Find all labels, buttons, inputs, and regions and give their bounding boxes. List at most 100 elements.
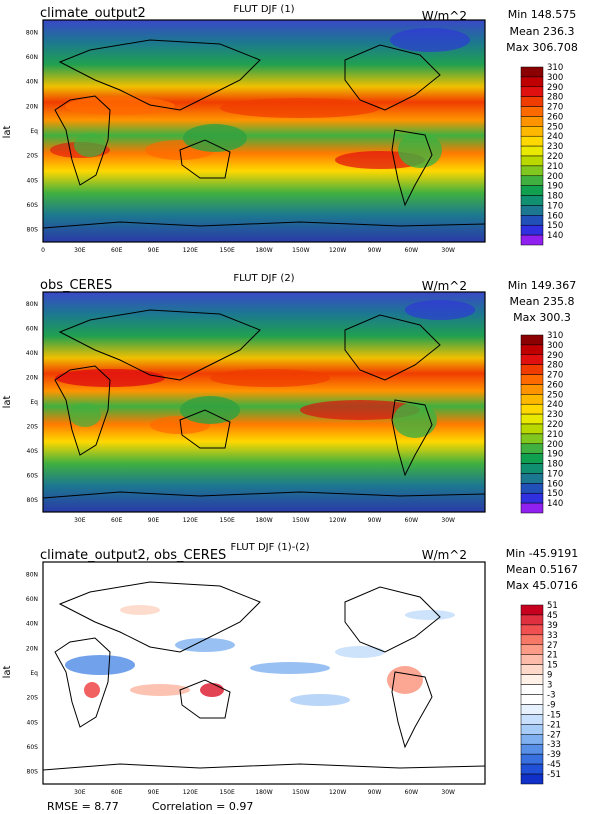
ytick-label: 60N: [26, 326, 38, 333]
colorbar-label: 160: [547, 211, 563, 221]
xtick-label: 90E: [148, 247, 160, 254]
xtick-label: 60W: [405, 517, 419, 524]
colorbar-label: 280: [547, 93, 563, 103]
xtick-label: 150E: [220, 247, 235, 254]
colorbar-swatch: [520, 344, 544, 356]
panel-2-case-label: obs_CERES: [40, 278, 112, 293]
panel-2-colorbar: 3103002902802702602502402302202102001901…: [520, 331, 563, 514]
panel-1-stat-min: Min 148.575: [508, 8, 577, 21]
panel-3-stat-max: Max 45.0716: [506, 579, 578, 592]
colorbar-swatch: [520, 704, 544, 715]
xtick-label: 120E: [183, 247, 198, 254]
colorbar-label: 15: [547, 661, 558, 671]
panel-2-stat-max: Max 300.3: [513, 311, 571, 324]
xtick-label: 30W: [441, 247, 455, 254]
ytick-label: 60N: [26, 596, 38, 603]
panel-1-ylabel: lat: [2, 126, 13, 139]
panel-2-title: FLUT DJF (2): [233, 273, 294, 284]
colorbar-label: 310: [547, 63, 563, 73]
colorbar-swatch: [520, 604, 544, 616]
panel-1-colorbar: 3103002902802702602502402302202102001901…: [520, 63, 563, 246]
colorbar-label: 220: [547, 152, 563, 162]
colorbar-swatch: [520, 403, 544, 415]
colorbar-swatch: [520, 205, 544, 216]
colorbar-label: 290: [547, 351, 563, 361]
colorbar-swatch: [520, 195, 544, 206]
xtick-label: 180W: [255, 247, 272, 254]
xtick-label: 150E: [220, 789, 235, 796]
xtick-label: 90W: [368, 247, 382, 254]
panel-2: obs_CERES FLUT DJF (2) W/m^2 Min 149.367…: [2, 273, 576, 524]
colorbar-swatch: [520, 734, 544, 745]
colorbar-label: 39: [547, 621, 558, 631]
colorbar-label: -27: [547, 730, 561, 740]
colorbar-swatch: [520, 694, 544, 705]
colorbar-label: 21: [547, 651, 558, 661]
xtick-label: 30W: [441, 789, 455, 796]
ytick-label: 40N: [26, 621, 38, 628]
xtick-label: 60W: [405, 247, 419, 254]
colorbar-label: 220: [547, 420, 563, 430]
xtick-label: 30E: [74, 517, 86, 524]
xtick-label: 120W: [329, 247, 346, 254]
colorbar-label: 270: [547, 371, 563, 381]
panel-1-yticks: 80N 60N 40N 20N Eq 20S 40S 60S 80S: [26, 29, 38, 233]
xtick-label: 120E: [183, 517, 198, 524]
colorbar-swatch: [520, 86, 544, 97]
ytick-label: 20S: [27, 153, 39, 160]
ytick-label: 80S: [27, 769, 39, 776]
xtick-label: 120W: [329, 789, 346, 796]
colorbar-swatch: [520, 116, 544, 127]
colorbar-swatch: [520, 334, 544, 346]
panel-3-coastlines: [43, 581, 485, 771]
panel-1-stat-max: Max 306.708: [506, 41, 578, 54]
colorbar-swatch: [520, 126, 544, 137]
colorbar-swatch: [520, 684, 544, 695]
panel-3-field: [43, 562, 485, 784]
colorbar-label: 27: [547, 641, 558, 651]
colorbar-label: 300: [547, 73, 563, 83]
colorbar-swatch: [520, 135, 544, 147]
colorbar-label: -21: [547, 720, 561, 730]
panel-3-ylabel: lat: [2, 666, 13, 679]
xtick-label: 90W: [368, 789, 382, 796]
colorbar-swatch: [520, 374, 544, 385]
colorbar-label: 290: [547, 83, 563, 93]
colorbar-swatch: [520, 215, 544, 226]
colorbar-swatch: [520, 384, 544, 395]
ytick-label: 60N: [26, 54, 38, 61]
panel-3: climate_output2, obs_CERES FLUT DJF (1)-…: [2, 542, 578, 813]
panel-3-yticks: 80N 60N 40N 20N Eq 20S 40S 60S 80S: [26, 571, 38, 775]
colorbar-label: 240: [547, 132, 563, 142]
colorbar-swatch: [520, 664, 544, 675]
ytick-label: Eq: [30, 399, 38, 406]
colorbar-label: 200: [547, 172, 563, 182]
xtick-label: 90E: [148, 517, 160, 524]
colorbar-swatch: [520, 654, 544, 665]
xtick-label: 120E: [183, 789, 198, 796]
colorbar-swatch: [520, 443, 544, 454]
colorbar-swatch: [520, 423, 544, 435]
colorbar-label: -51: [547, 770, 561, 780]
colorbar-label: 33: [547, 631, 558, 641]
panel-1-case-label: climate_output2: [40, 6, 146, 21]
xtick-label: 60W: [405, 789, 419, 796]
colorbar-swatch: [520, 473, 544, 484]
colorbar-label: 170: [547, 201, 563, 211]
colorbar-swatch: [520, 354, 544, 365]
colorbar-swatch: [520, 502, 544, 514]
colorbar-swatch: [520, 492, 544, 504]
colorbar-swatch: [520, 413, 544, 425]
panel-1: climate_output2 FLUT DJF (1) W/m^2 Min 1…: [2, 4, 578, 254]
colorbar-swatch: [520, 76, 544, 88]
correlation-label: Correlation = 0.97: [152, 800, 253, 813]
xtick-label: 180W: [255, 789, 272, 796]
colorbar-label: 270: [547, 103, 563, 113]
ytick-label: 40S: [27, 719, 39, 726]
ytick-label: 40N: [26, 350, 38, 357]
xtick-label: 150E: [220, 517, 235, 524]
colorbar-label: -33: [547, 740, 561, 750]
colorbar-label: 160: [547, 479, 563, 489]
panel-3-stat-mean: Mean 0.5167: [506, 563, 578, 576]
colorbar-swatch: [520, 155, 544, 167]
